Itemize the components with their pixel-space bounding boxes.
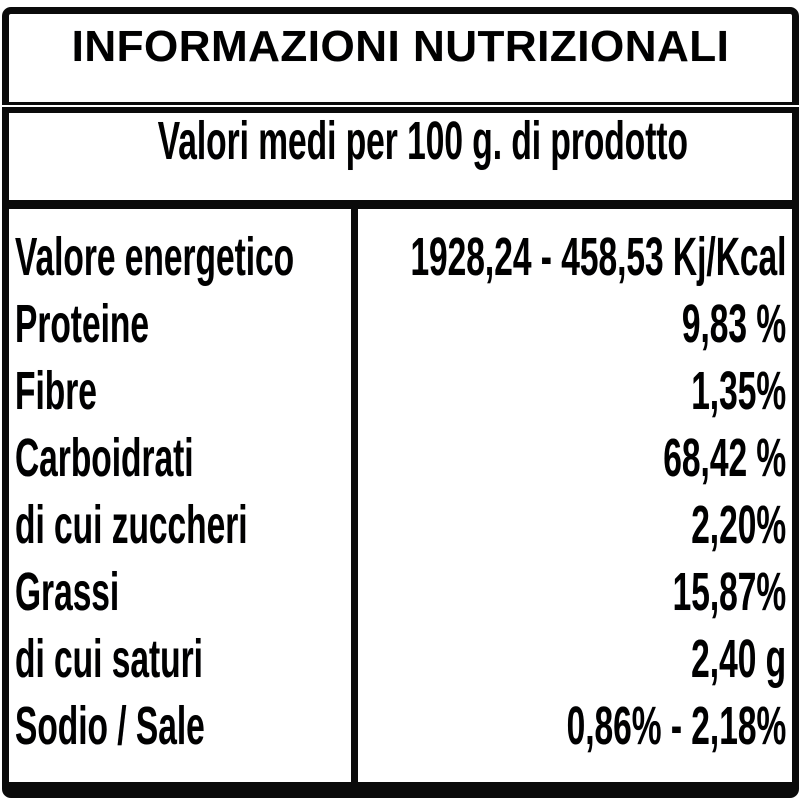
nutrition-table: Valore energetico 1928,24 - 458,53 Kj/Kc… — [2, 200, 799, 798]
nutrient-value: 15,87% — [672, 561, 786, 622]
label-subtitle: Valori medi per 100 g. di prodotto — [157, 111, 688, 171]
nutrition-rows: Valore energetico 1928,24 - 458,53 Kj/Kc… — [9, 209, 792, 782]
table-row: Valore energetico 1928,24 - 458,53 Kj/Kc… — [9, 223, 792, 290]
table-row: di cui saturi 2,40 g — [9, 625, 792, 692]
nutrient-name: di cui saturi — [15, 628, 203, 689]
label-title: INFORMAZIONI NUTRIZIONALI — [71, 22, 730, 71]
column-divider — [351, 209, 358, 782]
nutrient-value: 1928,24 - 458,53 Kj/Kcal — [410, 226, 786, 287]
table-row: Sodio / Sale 0,86% - 2,18% — [9, 692, 792, 759]
nutrient-name: Proteine — [15, 293, 149, 354]
nutrient-value: 68,42 % — [663, 427, 786, 488]
table-row: Fibre 1,35% — [9, 357, 792, 424]
header-box: INFORMAZIONI NUTRIZIONALI — [2, 7, 799, 105]
nutrient-value: 0,86% - 2,18% — [566, 695, 786, 756]
nutrient-value: 2,20% — [691, 494, 786, 555]
nutrient-name: Valore energetico — [15, 226, 295, 287]
table-row: Proteine 9,83 % — [9, 290, 792, 357]
nutrient-name: Carboidrati — [15, 427, 194, 488]
table-row: di cui zuccheri 2,20% — [9, 491, 792, 558]
nutrient-name: Sodio / Sale — [15, 695, 205, 756]
subtitle-box: Valori medi per 100 g. di prodotto — [2, 107, 799, 200]
nutrient-value: 2,40 g — [691, 628, 786, 689]
nutrient-name: di cui zuccheri — [15, 494, 248, 555]
nutrient-value: 1,35% — [691, 360, 786, 421]
table-row: Carboidrati 68,42 % — [9, 424, 792, 491]
nutrient-name: Fibre — [15, 360, 97, 421]
nutrient-value: 9,83 % — [681, 293, 786, 354]
table-row: Grassi 15,87% — [9, 558, 792, 625]
nutrient-name: Grassi — [15, 561, 120, 622]
